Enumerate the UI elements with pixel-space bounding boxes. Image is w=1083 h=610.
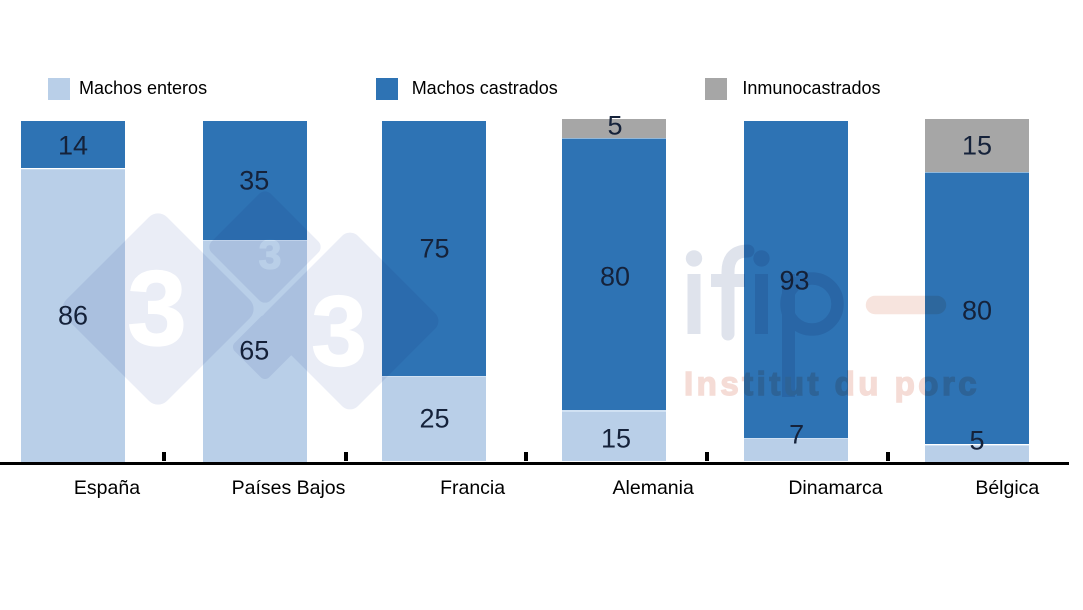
svg-text:3: 3	[311, 276, 367, 388]
svg-text:3: 3	[127, 248, 187, 368]
svg-text:Institut du porc: Institut du porc	[684, 365, 980, 402]
svg-text:3: 3	[259, 232, 282, 278]
